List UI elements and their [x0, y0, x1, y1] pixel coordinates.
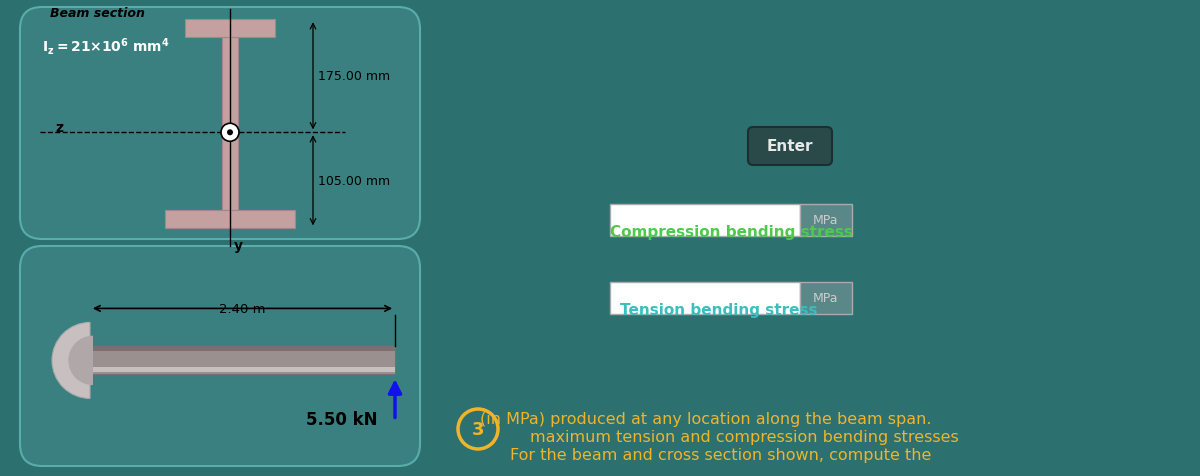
Bar [800, 205, 852, 237]
Text: MPa: MPa [814, 292, 839, 305]
Bar [800, 282, 852, 314]
Circle shape [221, 124, 239, 142]
Text: 175.00 mm: 175.00 mm [318, 70, 390, 83]
Wedge shape [52, 323, 90, 398]
Text: MPa: MPa [814, 214, 839, 227]
Bar [610, 282, 800, 314]
Text: Enter: Enter [767, 139, 814, 154]
Text: 3: 3 [472, 420, 485, 438]
Text: For the beam and cross section shown, compute the: For the beam and cross section shown, co… [510, 447, 931, 462]
FancyBboxPatch shape [20, 247, 420, 466]
Text: y: y [234, 239, 242, 253]
Bar [610, 205, 800, 237]
Text: Tension bending stress: Tension bending stress [620, 302, 817, 317]
Text: 5.50 kN: 5.50 kN [306, 410, 377, 428]
Text: 2.40 m: 2.40 m [220, 303, 265, 316]
Text: (in MPa) produced at any location along the beam span.: (in MPa) produced at any location along … [480, 411, 931, 426]
Text: z: z [55, 121, 64, 135]
Text: maximum tension and compression bending stresses: maximum tension and compression bending … [530, 429, 959, 444]
Text: $\mathbf{I_z = }$$\mathbf{21}$$\mathbf{\times10^6}$ $\mathbf{mm^4}$: $\mathbf{I_z = }$$\mathbf{21}$$\mathbf{\… [42, 35, 169, 56]
Bar [166, 211, 295, 229]
FancyBboxPatch shape [20, 8, 420, 239]
Bar [90, 367, 395, 372]
Wedge shape [68, 336, 94, 385]
Text: Compression bending stress: Compression bending stress [610, 225, 853, 239]
Bar [90, 347, 395, 375]
Bar [222, 38, 238, 211]
Bar [90, 347, 395, 351]
Text: Beam section: Beam section [50, 7, 145, 20]
Circle shape [227, 130, 233, 136]
FancyBboxPatch shape [748, 128, 832, 166]
Bar [185, 20, 275, 38]
Text: 105.00 mm: 105.00 mm [318, 174, 390, 188]
